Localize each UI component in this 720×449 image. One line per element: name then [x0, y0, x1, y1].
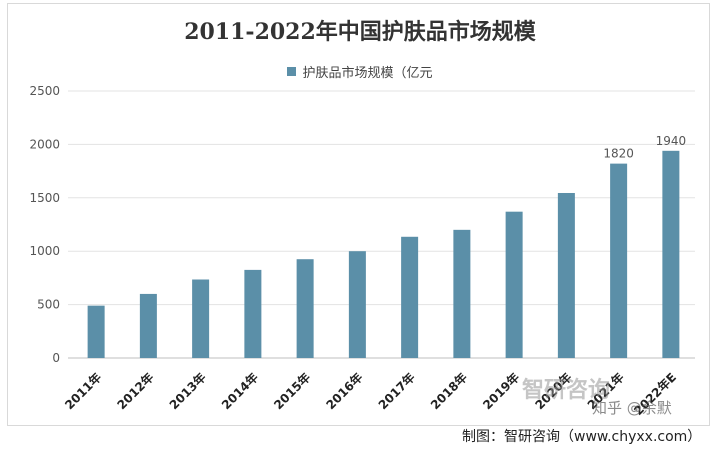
bar — [453, 229, 471, 358]
chart-title: 2011-2022年中国护肤品市场规模 — [184, 19, 536, 45]
bar — [192, 279, 210, 358]
x-tick-label: 2016年 — [323, 370, 366, 413]
x-tick-label: 2017年 — [375, 370, 418, 413]
x-tick-label: 2014年 — [218, 370, 261, 413]
bar — [139, 293, 157, 358]
y-tick-label: 1500 — [29, 191, 60, 205]
bar — [244, 269, 262, 358]
data-label: 1940 — [656, 134, 687, 148]
y-tick-label: 2500 — [29, 84, 60, 98]
watermark-logo: 智研咨询 — [522, 378, 611, 403]
legend-label: 护肤品市场规模（亿元 — [302, 66, 433, 81]
x-tick-label: 2013年 — [166, 370, 209, 413]
bar — [662, 150, 680, 358]
y-tick-label: 1000 — [29, 244, 60, 258]
bar — [87, 305, 105, 358]
x-tick-label: 2011年 — [62, 370, 105, 413]
bar — [505, 211, 523, 358]
zhihu-watermark: 知乎 @余默 — [592, 399, 672, 417]
x-tick-label: 2015年 — [271, 370, 314, 413]
bar — [557, 192, 575, 358]
legend-swatch — [287, 67, 297, 76]
y-tick-label: 0 — [52, 351, 60, 365]
bar — [296, 259, 314, 358]
x-tick-label: 2019年 — [480, 370, 523, 413]
x-tick-label: 2012年 — [114, 370, 157, 413]
bar — [348, 251, 366, 358]
bar — [401, 236, 419, 358]
legend: 护肤品市场规模（亿元 — [0, 62, 720, 81]
source-credit: 制图：智研咨询（www.chyxx.com） — [462, 429, 702, 445]
y-tick-label: 2000 — [29, 137, 60, 151]
y-tick-label: 500 — [37, 298, 60, 312]
data-label: 1820 — [603, 147, 634, 161]
bar — [610, 163, 628, 358]
x-tick-label: 2018年 — [427, 370, 470, 413]
